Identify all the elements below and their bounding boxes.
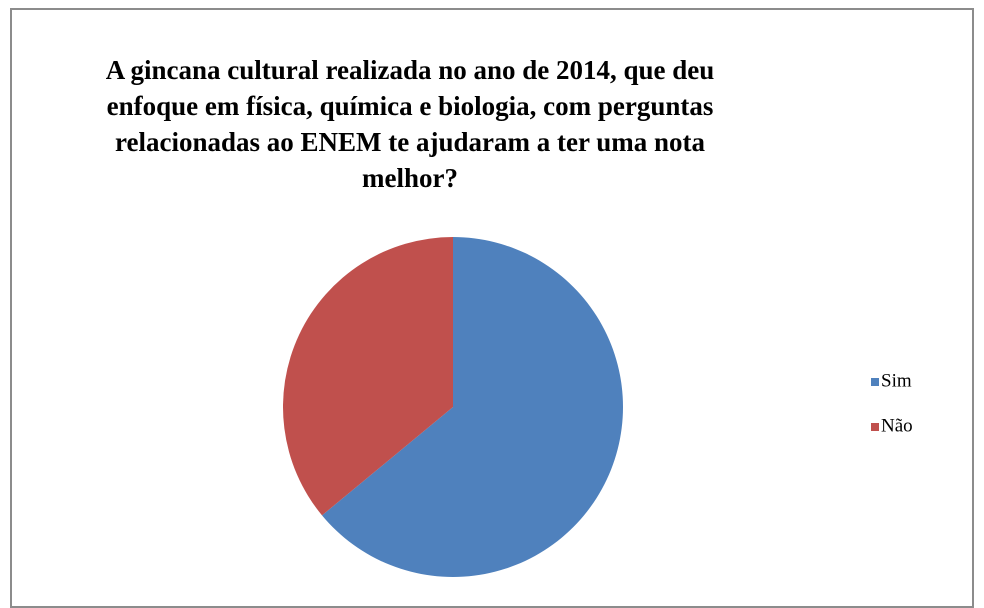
legend-label: Não <box>881 415 913 436</box>
legend-label: Sim <box>881 370 912 391</box>
pie-slice <box>283 237 453 516</box>
pie-slice <box>322 237 624 578</box>
legend-swatch <box>871 378 879 386</box>
chart-title: A gincana cultural realizada no ano de 2… <box>105 55 715 193</box>
legend-swatch <box>871 423 879 431</box>
